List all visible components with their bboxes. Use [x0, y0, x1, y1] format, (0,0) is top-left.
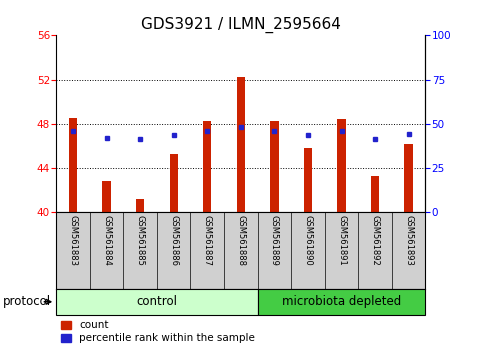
Title: GDS3921 / ILMN_2595664: GDS3921 / ILMN_2595664 — [141, 16, 340, 33]
Text: GSM561893: GSM561893 — [403, 215, 412, 266]
Text: microbiota depleted: microbiota depleted — [281, 295, 400, 308]
Bar — [303, 148, 311, 212]
Text: protocol: protocol — [2, 295, 50, 308]
Text: GSM561892: GSM561892 — [370, 215, 379, 266]
Text: GSM561890: GSM561890 — [303, 215, 312, 266]
Text: GSM561883: GSM561883 — [68, 215, 78, 266]
Text: GSM561891: GSM561891 — [336, 215, 346, 266]
FancyBboxPatch shape — [257, 289, 425, 315]
Legend: count, percentile rank within the sample: count, percentile rank within the sample — [61, 320, 255, 343]
FancyBboxPatch shape — [56, 289, 257, 315]
Bar — [404, 144, 412, 212]
Bar — [102, 182, 111, 212]
Text: GSM561889: GSM561889 — [269, 215, 278, 266]
Bar — [203, 121, 211, 212]
Text: GSM561888: GSM561888 — [236, 215, 245, 266]
Text: GSM561884: GSM561884 — [102, 215, 111, 266]
Bar — [69, 118, 77, 212]
Text: GSM561887: GSM561887 — [203, 215, 211, 266]
Bar — [270, 121, 278, 212]
Bar — [337, 120, 345, 212]
Text: GSM561886: GSM561886 — [169, 215, 178, 266]
Text: GSM561885: GSM561885 — [135, 215, 144, 266]
Bar — [136, 199, 144, 212]
Bar — [370, 176, 379, 212]
Bar — [236, 78, 244, 212]
Text: control: control — [136, 295, 177, 308]
Bar — [169, 154, 178, 212]
